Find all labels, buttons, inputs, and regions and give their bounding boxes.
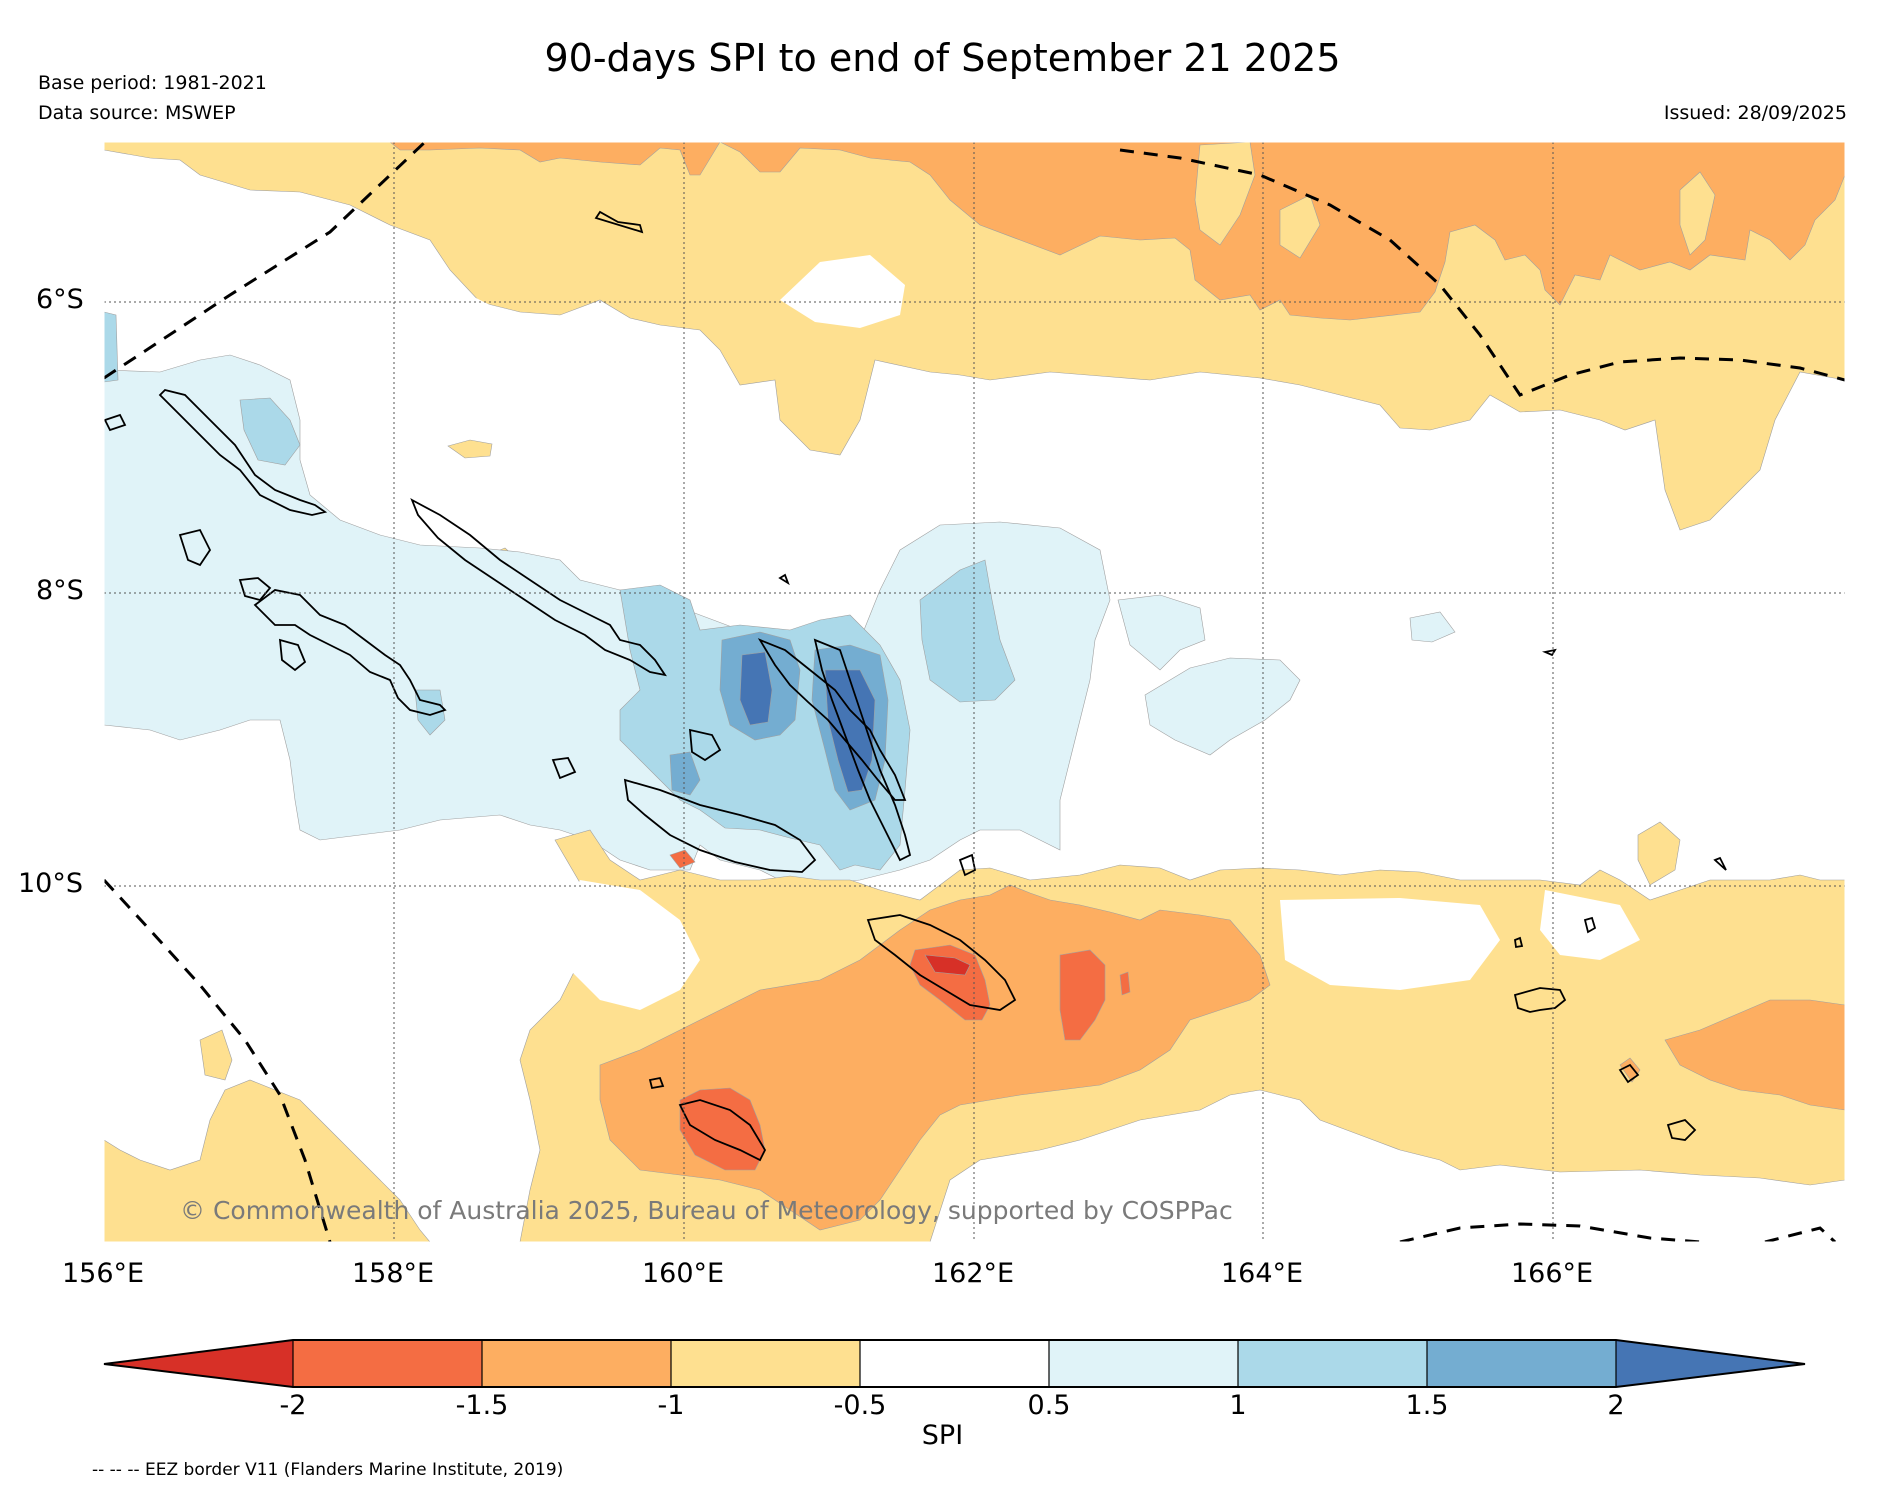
issued-date: Issued: 28/09/2025 <box>1663 102 1847 124</box>
coastline-ontong-java <box>594 210 644 234</box>
no-signal-patch-central <box>780 255 905 328</box>
colorbar-tick: -1 <box>657 1390 685 1421</box>
wet-mild-patch-east-2 <box>1144 657 1301 756</box>
dry-severe-south-3 <box>1059 949 1106 1041</box>
copyright-watermark: © Commonwealth of Australia 2025, Bureau… <box>180 1196 1233 1225</box>
coastline-florida-islands <box>688 728 722 762</box>
colorbar-bin-6 <box>1238 1340 1427 1387</box>
dry-mild-north-inset <box>1194 142 1256 246</box>
lon-label-166e: 166°E <box>1511 1258 1594 1289</box>
colorbar-extend-low <box>104 1340 293 1387</box>
colorbar-tick: 1 <box>1229 1390 1247 1421</box>
colorbar-tick: -1.5 <box>455 1390 509 1421</box>
lon-label-158e: 158°E <box>352 1258 435 1289</box>
lat-label-8s: 8°S <box>36 575 84 606</box>
colorbar-bin-2 <box>482 1340 671 1387</box>
coastline-santa-cruz <box>1513 987 1567 1013</box>
lon-label-156e: 156°E <box>62 1258 145 1289</box>
coastline-bougainville <box>158 389 328 516</box>
eez-border-north-west <box>104 142 427 380</box>
coastline-duff-islands <box>1713 856 1727 871</box>
coastline-sikaiana <box>1514 936 1524 949</box>
coastline-malaita <box>813 638 912 862</box>
eez-legend-footnote: -- -- -- EEZ border V11 (Flanders Marine… <box>92 1460 564 1480</box>
dry-moderate-patch-se <box>1619 1057 1641 1083</box>
dry-mild-patch-sw-2 <box>199 1029 233 1081</box>
coastline-new-georgia <box>253 589 447 716</box>
colorbar-bin-4 <box>860 1340 1049 1387</box>
map-frame <box>103 141 1846 1243</box>
colorbar-bin-7 <box>1427 1340 1616 1387</box>
no-signal-patch-north-west <box>104 160 720 385</box>
wet-moderate-patch-west <box>239 397 301 466</box>
wet-moderate-patch-edge <box>104 311 119 383</box>
no-signal-patch-south-2 <box>1280 898 1500 990</box>
lat-label-10s: 10°S <box>18 868 83 899</box>
dry-mild-patch-3 <box>1637 821 1681 886</box>
coastline-reef-islands <box>1583 916 1597 934</box>
map-title: 90-days SPI to end of September 21 2025 <box>544 36 1341 80</box>
coastline-rendova <box>278 638 307 672</box>
wet-mild-patch-east <box>1117 594 1206 671</box>
coastline-makira <box>866 914 1017 1011</box>
coastline-santa-isabel <box>757 638 907 801</box>
dry-mild-north-inset-2 <box>1279 194 1321 259</box>
wet-severe-region-3 <box>669 751 701 796</box>
colorbar-tick: 0.5 <box>1027 1390 1071 1421</box>
data-source: Data source: MSWEP <box>38 102 236 124</box>
colorbar-extend-high <box>1616 1340 1805 1387</box>
wet-extreme-region <box>739 651 773 726</box>
eez-border-north <box>1119 148 1845 397</box>
colorbar-bin-5 <box>1049 1340 1238 1387</box>
coastline-vanikoro <box>1666 1118 1697 1141</box>
coastline-russell-islands <box>551 757 577 780</box>
coastline-guadalcanal <box>623 778 817 873</box>
lat-label-6s: 6°S <box>36 284 84 315</box>
colorbar-dividers <box>292 1340 1617 1387</box>
coastline-vella-lavella <box>178 528 212 567</box>
wet-mild-patch-east-3 <box>1409 611 1456 643</box>
lon-label-160e: 160°E <box>642 1258 725 1289</box>
colorbar <box>103 1339 1806 1388</box>
map-metadata: Base period: 1981-2021 Data source: MSWE… <box>38 68 267 128</box>
dry-severe-patch-4 <box>1119 971 1131 996</box>
eez-borders <box>104 142 1845 1242</box>
base-period: Base period: 1981-2021 <box>38 72 267 94</box>
dry-extreme-south <box>924 954 971 976</box>
no-signal-patch-south-3 <box>1540 890 1640 960</box>
dry-mild-north-inset-3 <box>1679 171 1716 256</box>
colorbar-tick: 2 <box>1607 1390 1625 1421</box>
colorbar-tick: -0.5 <box>833 1390 887 1421</box>
coastline-ulawa <box>958 853 977 877</box>
dry-mild-south-west <box>104 1079 431 1242</box>
colorbar-title: SPI <box>921 1420 964 1451</box>
coastline-utupua <box>1618 1063 1640 1084</box>
colorbar-tick: 1.5 <box>1405 1390 1449 1421</box>
colorbar-bin-1 <box>293 1340 482 1387</box>
dry-mild-patch-1 <box>447 439 493 459</box>
dry-severe-patch-5 <box>669 849 696 869</box>
no-signal-patch-south <box>560 880 700 1010</box>
colorbar-bin-3 <box>671 1340 860 1387</box>
lon-label-162e: 162°E <box>932 1258 1015 1289</box>
colorbar-tick: -2 <box>279 1390 307 1421</box>
eez-border-south <box>1399 1222 1837 1242</box>
coastline-choiseul <box>410 498 667 677</box>
coastline-rennell <box>678 1099 767 1162</box>
coastlines <box>104 210 1727 1162</box>
coastline-bellona <box>648 1076 665 1090</box>
lon-label-164e: 164°E <box>1221 1258 1304 1289</box>
wet-moderate-patch-east <box>919 559 1016 703</box>
dry-moderate-south-east <box>1664 999 1845 1111</box>
eez-border-south-west <box>104 878 332 1242</box>
